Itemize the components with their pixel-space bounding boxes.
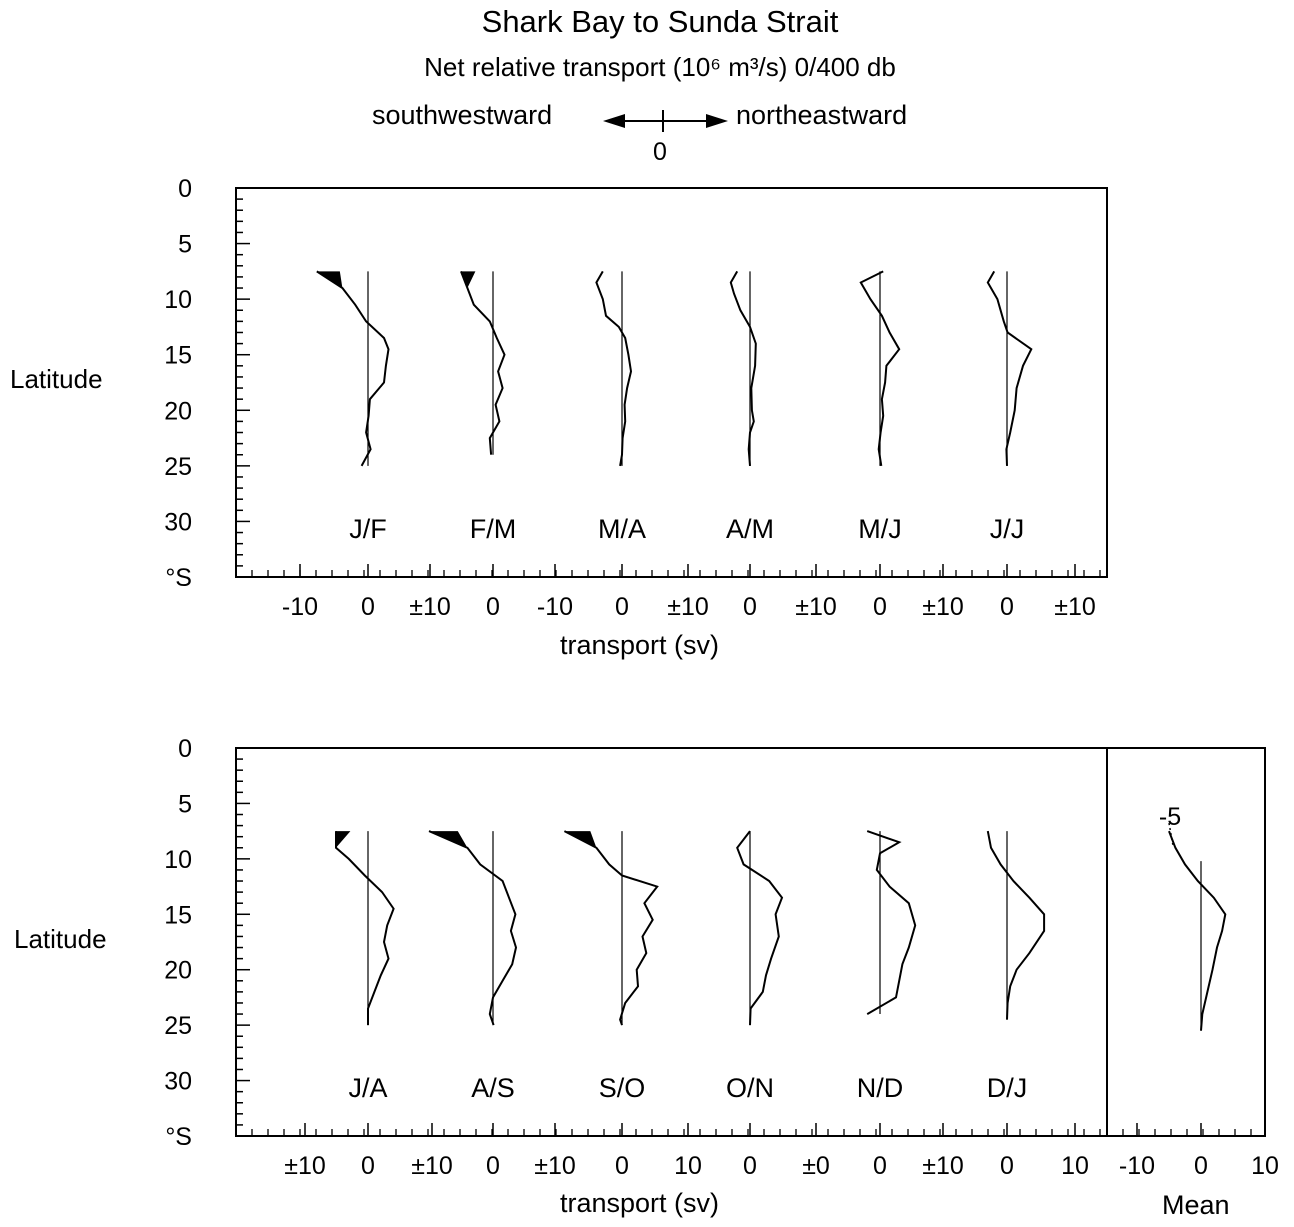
- bottom-x-tick-label: ±10: [534, 1152, 576, 1180]
- bottom-x-tick-label: ±10: [411, 1152, 453, 1180]
- bottom-y-tick-label: 0: [178, 735, 192, 763]
- west-arrowhead-icon: [603, 114, 625, 128]
- top-j-j-profile-line: [986, 270, 1033, 466]
- bottom-x-tick-label: 0: [615, 1152, 629, 1180]
- bottom-x-tick-label: ±0: [802, 1152, 830, 1180]
- top-x-tick-label: 0: [873, 593, 887, 621]
- bottom-x-tick-label: 10: [674, 1152, 702, 1180]
- bottom-d-j-profile-line: [986, 830, 1046, 1020]
- bottom-j-a-profile-line: [335, 831, 395, 1026]
- top-x-tick-label: 0: [615, 593, 629, 621]
- top-y-tick-label: 25: [164, 453, 192, 481]
- top-a-m-label: A/M: [726, 514, 774, 544]
- top-a-m-profile-line: [729, 270, 757, 466]
- bottom-y-tick-label: 10: [164, 846, 192, 874]
- bottom-y-tick-label: 25: [164, 1012, 192, 1040]
- bottom-y-tick-label: 30: [164, 1068, 192, 1096]
- chart-subtitle: Net relative transport (10⁶ m³/s) 0/400 …: [424, 52, 896, 82]
- top-x-tick-label: 0: [1000, 593, 1014, 621]
- east-arrowhead-icon: [706, 114, 728, 128]
- mean-dotted-segment: [1168, 823, 1175, 848]
- chart-title: Shark Bay to Sunda Strait: [481, 4, 839, 39]
- top-y-tick-label: 30: [164, 508, 192, 536]
- bottom-j-a-westward-fill: [336, 831, 351, 848]
- bottom-x-tick-label: 0: [743, 1152, 757, 1180]
- mean-plot-frame: [1106, 747, 1266, 1137]
- bottom-a-s-profile-line: [428, 830, 518, 1026]
- top-m-a-label: M/A: [598, 514, 646, 544]
- top-f-m-westward-fill: [461, 271, 476, 289]
- bottom-x-axis-label: transport (sv): [560, 1188, 720, 1218]
- bottom-y-unit-label: °S: [165, 1123, 192, 1151]
- bottom-a-s-label: A/S: [471, 1073, 515, 1103]
- top-j-j-label: J/J: [990, 514, 1025, 544]
- top-x-axis-label: transport (sv): [560, 630, 720, 660]
- top-j-f-profile-line: [316, 270, 390, 467]
- top-m-j-label: M/J: [858, 514, 902, 544]
- bottom-x-tick-label: 0: [486, 1152, 500, 1180]
- top-x-tick-label: ±10: [1054, 593, 1096, 621]
- top-m-j-profile-line: [859, 270, 901, 467]
- bottom-n-d-label: N/D: [857, 1073, 904, 1103]
- bottom-j-a-label: J/A: [348, 1073, 387, 1103]
- bottom-y-axis-label: Latitude: [14, 924, 107, 954]
- bottom-y-tick-label: 15: [164, 901, 192, 929]
- direction-zero-label: 0: [653, 138, 667, 166]
- top-y-tick-label: 20: [164, 397, 192, 425]
- top-y-tick-label: 5: [178, 231, 192, 259]
- bottom-s-o-label: S/O: [599, 1073, 646, 1103]
- top-y-tick-label: 10: [164, 286, 192, 314]
- bottom-x-tick-label: 0: [1000, 1152, 1014, 1180]
- bottom-y-tick-label: 5: [178, 790, 192, 818]
- bottom-d-j-label: D/J: [987, 1073, 1028, 1103]
- top-x-tick-label: 0: [486, 593, 500, 621]
- bottom-x-tick-label: 0: [873, 1152, 887, 1180]
- top-y-tick-label: 15: [164, 342, 192, 370]
- mean-profile-line: [1168, 830, 1227, 1031]
- top-x-tick-label: ±10: [922, 593, 964, 621]
- bottom-x-tick-label: ±10: [284, 1152, 326, 1180]
- bottom-x-tick-label: 0: [361, 1152, 375, 1180]
- top-x-tick-label: 0: [743, 593, 757, 621]
- bottom-s-o-profile-line: [563, 830, 659, 1026]
- top-m-a-profile-line: [595, 270, 633, 467]
- top-x-tick-label: ±10: [409, 593, 451, 621]
- bottom-y-tick-label: 20: [164, 957, 192, 985]
- mean-annotation: -5: [1159, 803, 1181, 831]
- top-x-tick-label: -10: [282, 593, 318, 621]
- top-x-tick-label: 0: [361, 593, 375, 621]
- top-y-unit-label: °S: [165, 564, 192, 592]
- northeastward-label: northeastward: [736, 100, 908, 130]
- top-x-tick-label: -10: [537, 593, 573, 621]
- top-plot-frame: [235, 187, 1108, 578]
- top-y-axis-label: Latitude: [10, 364, 103, 394]
- top-f-m-profile-line: [460, 271, 506, 455]
- bottom-o-n-label: O/N: [726, 1073, 774, 1103]
- bottom-n-d-profile-line: [866, 830, 917, 1015]
- mean-x-axis-label: Mean: [1162, 1190, 1230, 1220]
- mean-x-tick-label: -10: [1119, 1152, 1155, 1180]
- top-x-tick-label: ±10: [795, 593, 837, 621]
- bottom-x-tick-label: 10: [1061, 1152, 1089, 1180]
- mean-x-tick-label: 10: [1251, 1152, 1279, 1180]
- southwestward-label: southwestward: [372, 100, 553, 130]
- top-f-m-label: F/M: [470, 514, 517, 544]
- bottom-x-tick-label: ±10: [922, 1152, 964, 1180]
- mean-x-tick-label: 0: [1194, 1152, 1208, 1180]
- top-j-f-label: J/F: [349, 514, 387, 544]
- top-y-tick-label: 0: [178, 175, 192, 203]
- bottom-o-n-profile-line: [736, 830, 784, 1026]
- top-x-tick-label: ±10: [667, 593, 709, 621]
